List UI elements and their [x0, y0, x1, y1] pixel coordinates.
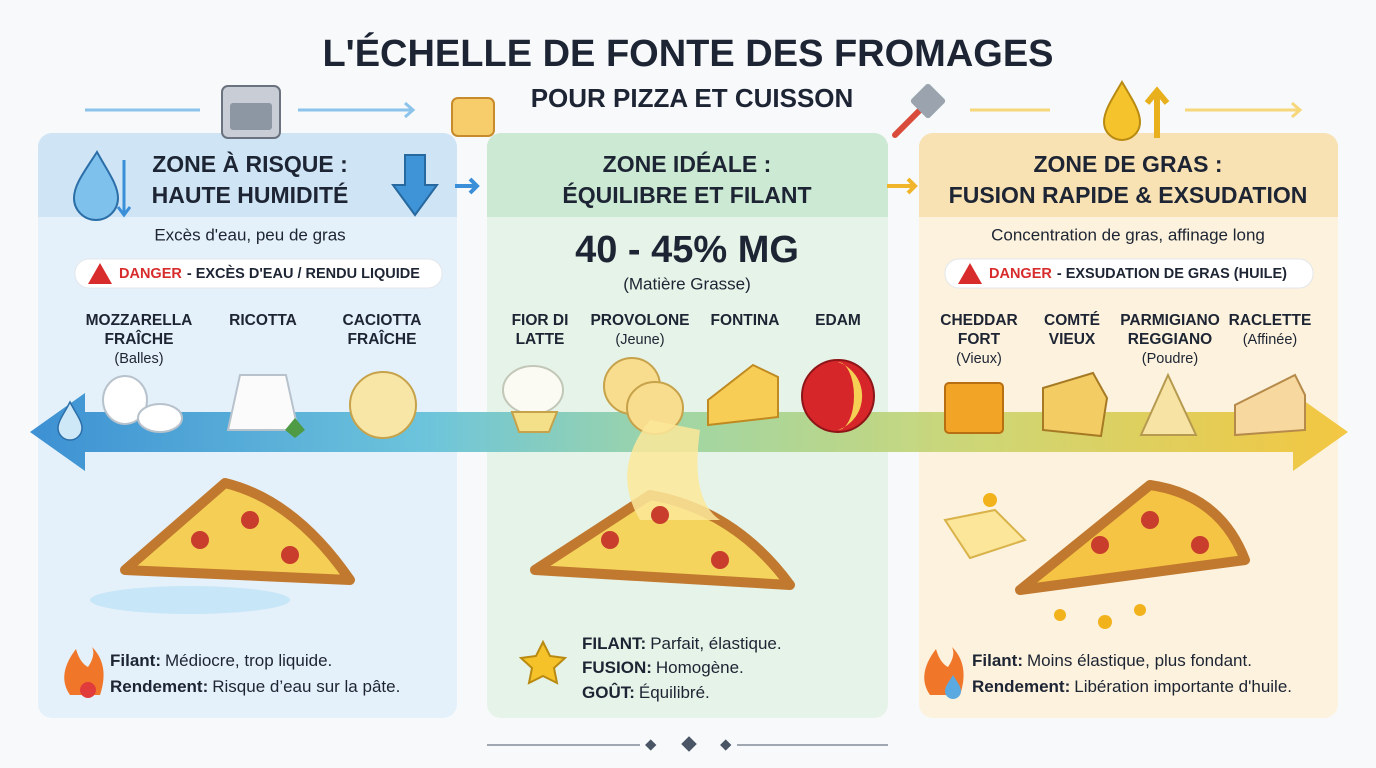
cheese-note: (Poudre) [1142, 351, 1198, 367]
cheese-name: PROVOLONE [590, 312, 689, 329]
warning-text: - EXSUDATION DE GRAS (HUILE) [1057, 266, 1287, 282]
note: GOÛT: Équilibré. [582, 683, 710, 702]
note-text: Libération importante d'huile. [1074, 677, 1292, 696]
warning: DANGER - EXSUDATION DE GRAS (HUILE) [989, 266, 1287, 282]
cheese-name: FIOR DI [512, 312, 569, 329]
cheese-name: REGGIANO [1128, 331, 1212, 348]
cross-icon [80, 682, 96, 698]
cheese-name: COMTÉ [1044, 312, 1100, 329]
oil-drop-icon [1102, 80, 1170, 141]
panel-header [487, 133, 888, 217]
note: FUSION: Homogène. [582, 658, 744, 677]
note-text: Médiocre, trop liquide. [165, 651, 332, 670]
zone-title: HAUTE HUMIDITÉ [152, 181, 349, 208]
oven-icon [221, 85, 281, 139]
cheese-name: FONTINA [711, 312, 780, 329]
note-text: Parfait, élastique. [650, 634, 781, 653]
pizza-illustrations [90, 420, 1250, 629]
warning-label: DANGER [989, 266, 1052, 282]
note-text: Homogène. [656, 658, 744, 677]
cheese-note: (Vieux) [956, 351, 1002, 367]
down-arrow-icon [391, 154, 439, 217]
note: Filant: Médiocre, trop liquide. [110, 651, 332, 670]
note: Rendement: Libération importante d'huile. [972, 677, 1292, 696]
zone-title: ÉQUILIBRE ET FILANT [562, 181, 811, 208]
cheese-note: (Affinée) [1243, 332, 1298, 348]
cheese-illustrations [102, 357, 1306, 439]
description: (Matière Grasse) [623, 274, 751, 293]
cheese-name: CACIOTTA [343, 312, 422, 329]
warning-label: DANGER [119, 266, 182, 282]
note-label: Filant: [110, 651, 161, 670]
cheese-name: RACLETTE [1229, 312, 1312, 329]
note-label: GOÛT: [582, 683, 635, 702]
cheese-name: CHEDDAR [940, 312, 1018, 329]
cheese-note: (Jeune) [615, 332, 664, 348]
note: Rendement: Risque d’eau sur la pâte. [110, 677, 400, 696]
note-label: Rendement: [972, 677, 1070, 696]
cheese-name: FRAÎCHE [105, 330, 174, 348]
warning-icon [88, 263, 112, 284]
zone-title: ZONE À RISQUE : [152, 150, 348, 177]
warning-text: - EXCÈS D'EAU / RENDU LIQUIDE [187, 265, 420, 282]
cheese-block-icon [451, 97, 495, 137]
cheese-name: FRAÎCHE [348, 330, 417, 348]
description: Concentration de gras, affinage long [991, 225, 1265, 244]
note-label: Rendement: [110, 677, 208, 696]
note-label: FILANT: [582, 634, 646, 653]
subtitle: POUR PIZZA ET CUISSON [531, 83, 854, 113]
cheese-name: MOZZARELLA [86, 312, 193, 329]
cheese-name: FORT [958, 331, 1001, 348]
connector-arrow [887, 177, 918, 195]
cheese-name: LATTE [516, 331, 565, 348]
drop-icon [945, 675, 961, 699]
warning-icon [958, 263, 982, 284]
zone-title: ZONE DE GRAS : [1033, 151, 1222, 177]
note-text: Moins élastique, plus fondant. [1027, 651, 1252, 670]
note-label: FUSION: [582, 658, 652, 677]
decor-arrows [85, 101, 1303, 119]
footer-ornament [487, 736, 888, 752]
note-label: Filant: [972, 651, 1023, 670]
note-text: Équilibré. [639, 683, 710, 702]
cheese-note: (Balles) [114, 351, 163, 367]
connector-arrow [455, 177, 480, 195]
spatula-icon [892, 83, 946, 138]
zone-title: FUSION RAPIDE & EXSUDATION [949, 182, 1308, 208]
star-icon [518, 639, 568, 685]
note: FILANT: Parfait, élastique. [582, 634, 782, 653]
title: L'ÉCHELLE DE FONTE DES FROMAGES [322, 31, 1053, 75]
warning-pill [74, 258, 443, 289]
water-drop-icon [57, 400, 83, 441]
note-text: Risque d’eau sur la pâte. [212, 677, 400, 696]
description: Excès d'eau, peu de gras [154, 225, 345, 244]
cheese-name: RICOTTA [229, 312, 297, 329]
warning: DANGER - EXCÈS D'EAU / RENDU LIQUIDE [119, 265, 420, 282]
zone-title: ZONE IDÉALE : [603, 150, 772, 177]
headline: 40 - 45% MG [575, 229, 799, 271]
water-drop-icon [72, 150, 120, 221]
cheese-name: EDAM [815, 312, 861, 329]
warning-pill [944, 258, 1314, 289]
panel-header [38, 133, 457, 217]
cheese-name: VIEUX [1049, 331, 1096, 348]
flame-icon [64, 647, 104, 695]
cheese-name: PARMIGIANO [1120, 312, 1220, 329]
down-arrow-icon [116, 160, 132, 218]
note: Filant: Moins élastique, plus fondant. [972, 651, 1252, 670]
panel-header [919, 133, 1338, 217]
